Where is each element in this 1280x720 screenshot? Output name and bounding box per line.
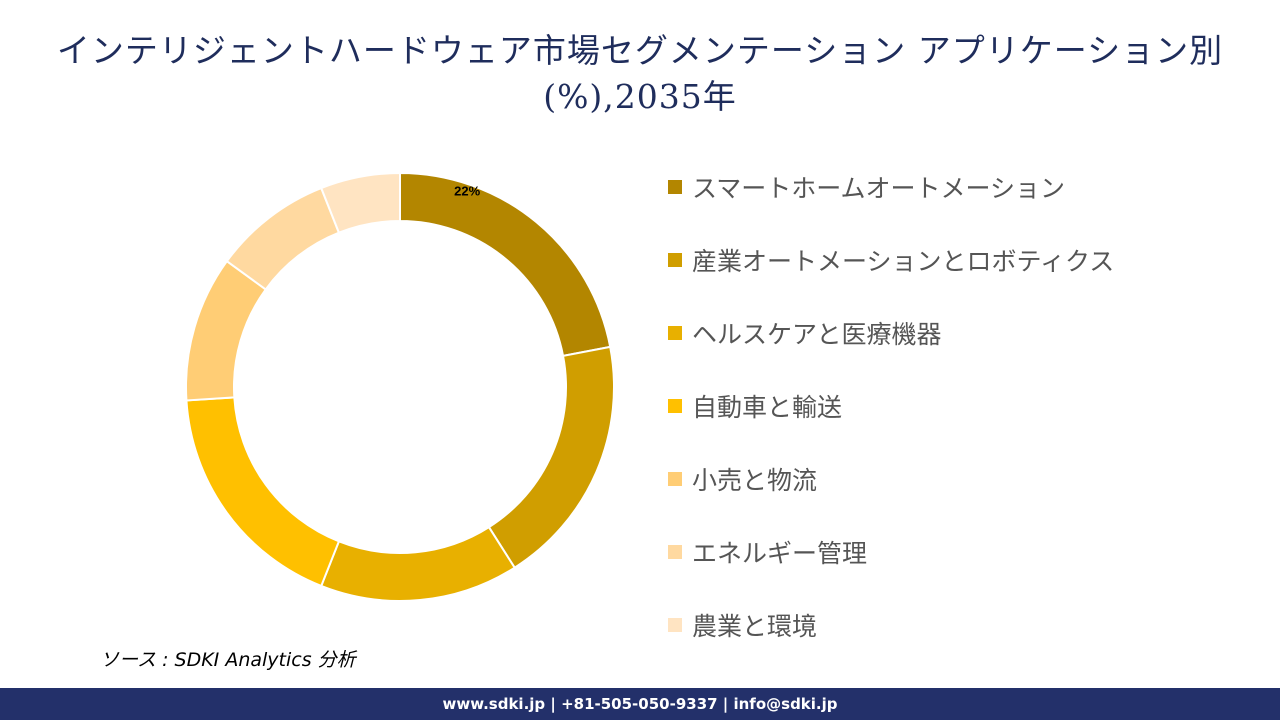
legend-swatch xyxy=(668,471,682,486)
legend-label: 農業と環境 xyxy=(692,611,818,641)
donut-slice xyxy=(319,171,401,234)
legend: スマートホームオートメーション産業オートメーションとロボティクス ヘルスケアと医療… xyxy=(668,150,1114,661)
donut-slice xyxy=(185,259,268,402)
donut-chart: 22% xyxy=(185,171,615,602)
donut-slice xyxy=(487,345,615,570)
footer-contact: www.sdki.jp | +81-505-050-9337 | info@sd… xyxy=(0,688,1280,720)
legend-item: 農業と環境 xyxy=(668,588,1114,661)
legend-swatch xyxy=(668,398,682,413)
legend-label: ヘルスケアと医療機器 xyxy=(692,319,942,349)
source-note: ソース : SDKI Analytics 分析 xyxy=(100,649,356,671)
legend-label: 自動車と輸送 xyxy=(692,392,843,422)
legend-swatch xyxy=(668,179,682,194)
donut-slice xyxy=(399,171,612,358)
donut-slice xyxy=(319,525,517,602)
data-label: 22% xyxy=(454,183,480,198)
legend-label: エネルギー管理 xyxy=(692,538,868,568)
legend-swatch xyxy=(668,617,682,632)
legend-item: 小売と物流 xyxy=(668,442,1114,515)
legend-item: 産業オートメーションとロボティクス xyxy=(668,223,1114,296)
legend-label: 産業オートメーションとロボティクス xyxy=(692,246,1115,276)
legend-label: 小売と物流 xyxy=(692,465,818,495)
legend-swatch xyxy=(668,252,682,267)
legend-item: エネルギー管理 xyxy=(668,515,1114,588)
legend-label: スマートホームオートメーション xyxy=(692,173,1066,203)
legend-item: スマートホームオートメーション xyxy=(668,150,1114,223)
legend-swatch xyxy=(668,325,682,340)
donut-slice xyxy=(185,396,341,588)
legend-item: 自動車と輸送 xyxy=(668,369,1114,442)
legend-swatch xyxy=(668,544,682,559)
donut-slice xyxy=(225,186,341,291)
chart-title: インテリジェントハードウェア市場セグメンテーション アプリケーション別(%),2… xyxy=(56,31,1224,116)
legend-item: ヘルスケアと医療機器 xyxy=(668,296,1114,369)
